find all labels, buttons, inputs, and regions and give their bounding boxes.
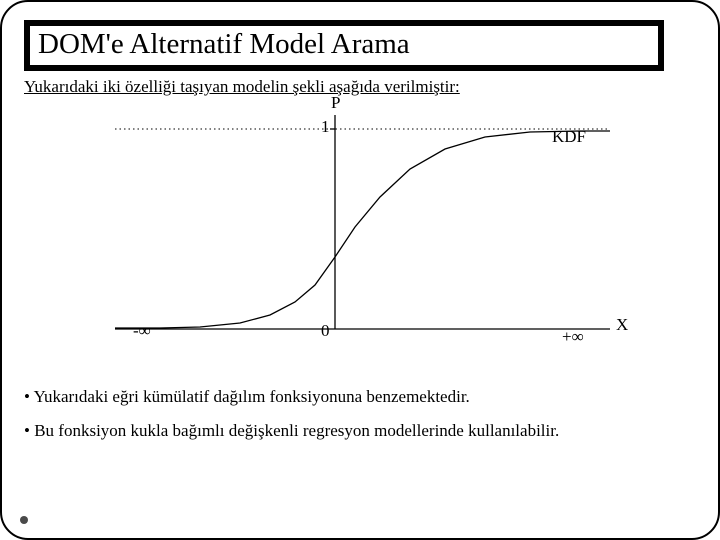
label-p: P <box>331 93 340 113</box>
bullet-item: • Bu fonksiyon kukla bağımlı değişkenli … <box>24 415 696 447</box>
corner-dot-icon <box>20 516 28 524</box>
bullet-text: Bu fonksiyon kukla bağımlı değişkenli re… <box>34 421 559 440</box>
label-neg-inf: -∞ <box>133 321 151 341</box>
label-zero: 0 <box>321 321 330 341</box>
cdf-chart: P 1 0 X -∞ +∞ KDF <box>80 107 640 357</box>
slide-subtitle: Yukarıdaki iki özelliği taşıyan modelin … <box>24 77 696 97</box>
bullet-item: • Yukarıdaki eğri kümülatif dağılım fonk… <box>24 381 696 413</box>
label-kdf: KDF <box>552 127 586 147</box>
label-one: 1 <box>321 117 330 137</box>
label-pos-inf: +∞ <box>562 327 584 347</box>
slide-frame: DOM'e Alternatif Model Arama Yukarıdaki … <box>0 0 720 540</box>
bullet-text: Yukarıdaki eğri kümülatif dağılım fonksi… <box>34 387 470 406</box>
slide-title: DOM'e Alternatif Model Arama <box>38 28 650 61</box>
bullet-list: • Yukarıdaki eğri kümülatif dağılım fonk… <box>24 381 696 448</box>
label-x: X <box>616 315 628 335</box>
title-box: DOM'e Alternatif Model Arama <box>24 20 664 71</box>
